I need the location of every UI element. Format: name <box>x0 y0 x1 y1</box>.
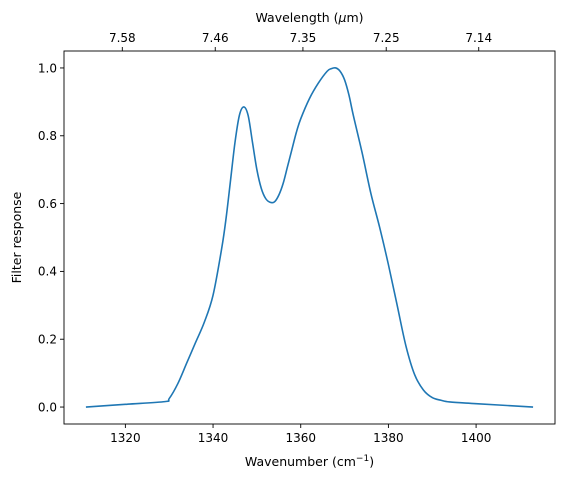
plot-frame <box>63 50 556 425</box>
top-tick-label: 7.58 <box>109 31 136 45</box>
y-tick-label: 1.0 <box>38 61 57 75</box>
x-axis-label: Wavenumber (cm−1) <box>245 454 374 469</box>
y-tick-label: 0.0 <box>38 400 57 414</box>
y-axis-label: Filter response <box>9 191 24 283</box>
x-axis-label-superscript: −1 <box>356 454 369 464</box>
top-tick-label: 7.14 <box>465 31 492 45</box>
top-tick-label: 7.35 <box>290 31 317 45</box>
x-tick-label: 1400 <box>461 431 492 445</box>
x-axis-label-end: ) <box>369 454 374 469</box>
top-axis-label-mu: μ <box>338 10 347 25</box>
y-tick-label: 0.8 <box>38 129 57 143</box>
y-tick-label: 0.2 <box>38 333 57 347</box>
series-line-filter-response <box>85 66 534 408</box>
top-tick-label: 7.46 <box>202 31 229 45</box>
y-tick-label: 0.6 <box>38 197 57 211</box>
plot-area <box>64 51 555 424</box>
top-tick-label: 7.25 <box>373 31 400 45</box>
x-tick-label: 1360 <box>285 431 316 445</box>
y-tick-label: 0.4 <box>38 265 57 279</box>
x-tick-label: 1340 <box>198 431 229 445</box>
x-tick-label: 1380 <box>373 431 404 445</box>
top-axis-label: Wavelength (μm) <box>255 10 363 25</box>
ticks-layer: 1320 1340 1360 1380 1400 0.0 0.2 0.4 0.6 0.8 1.0 7.… <box>38 31 492 445</box>
x-tick-label: 1320 <box>110 431 141 445</box>
